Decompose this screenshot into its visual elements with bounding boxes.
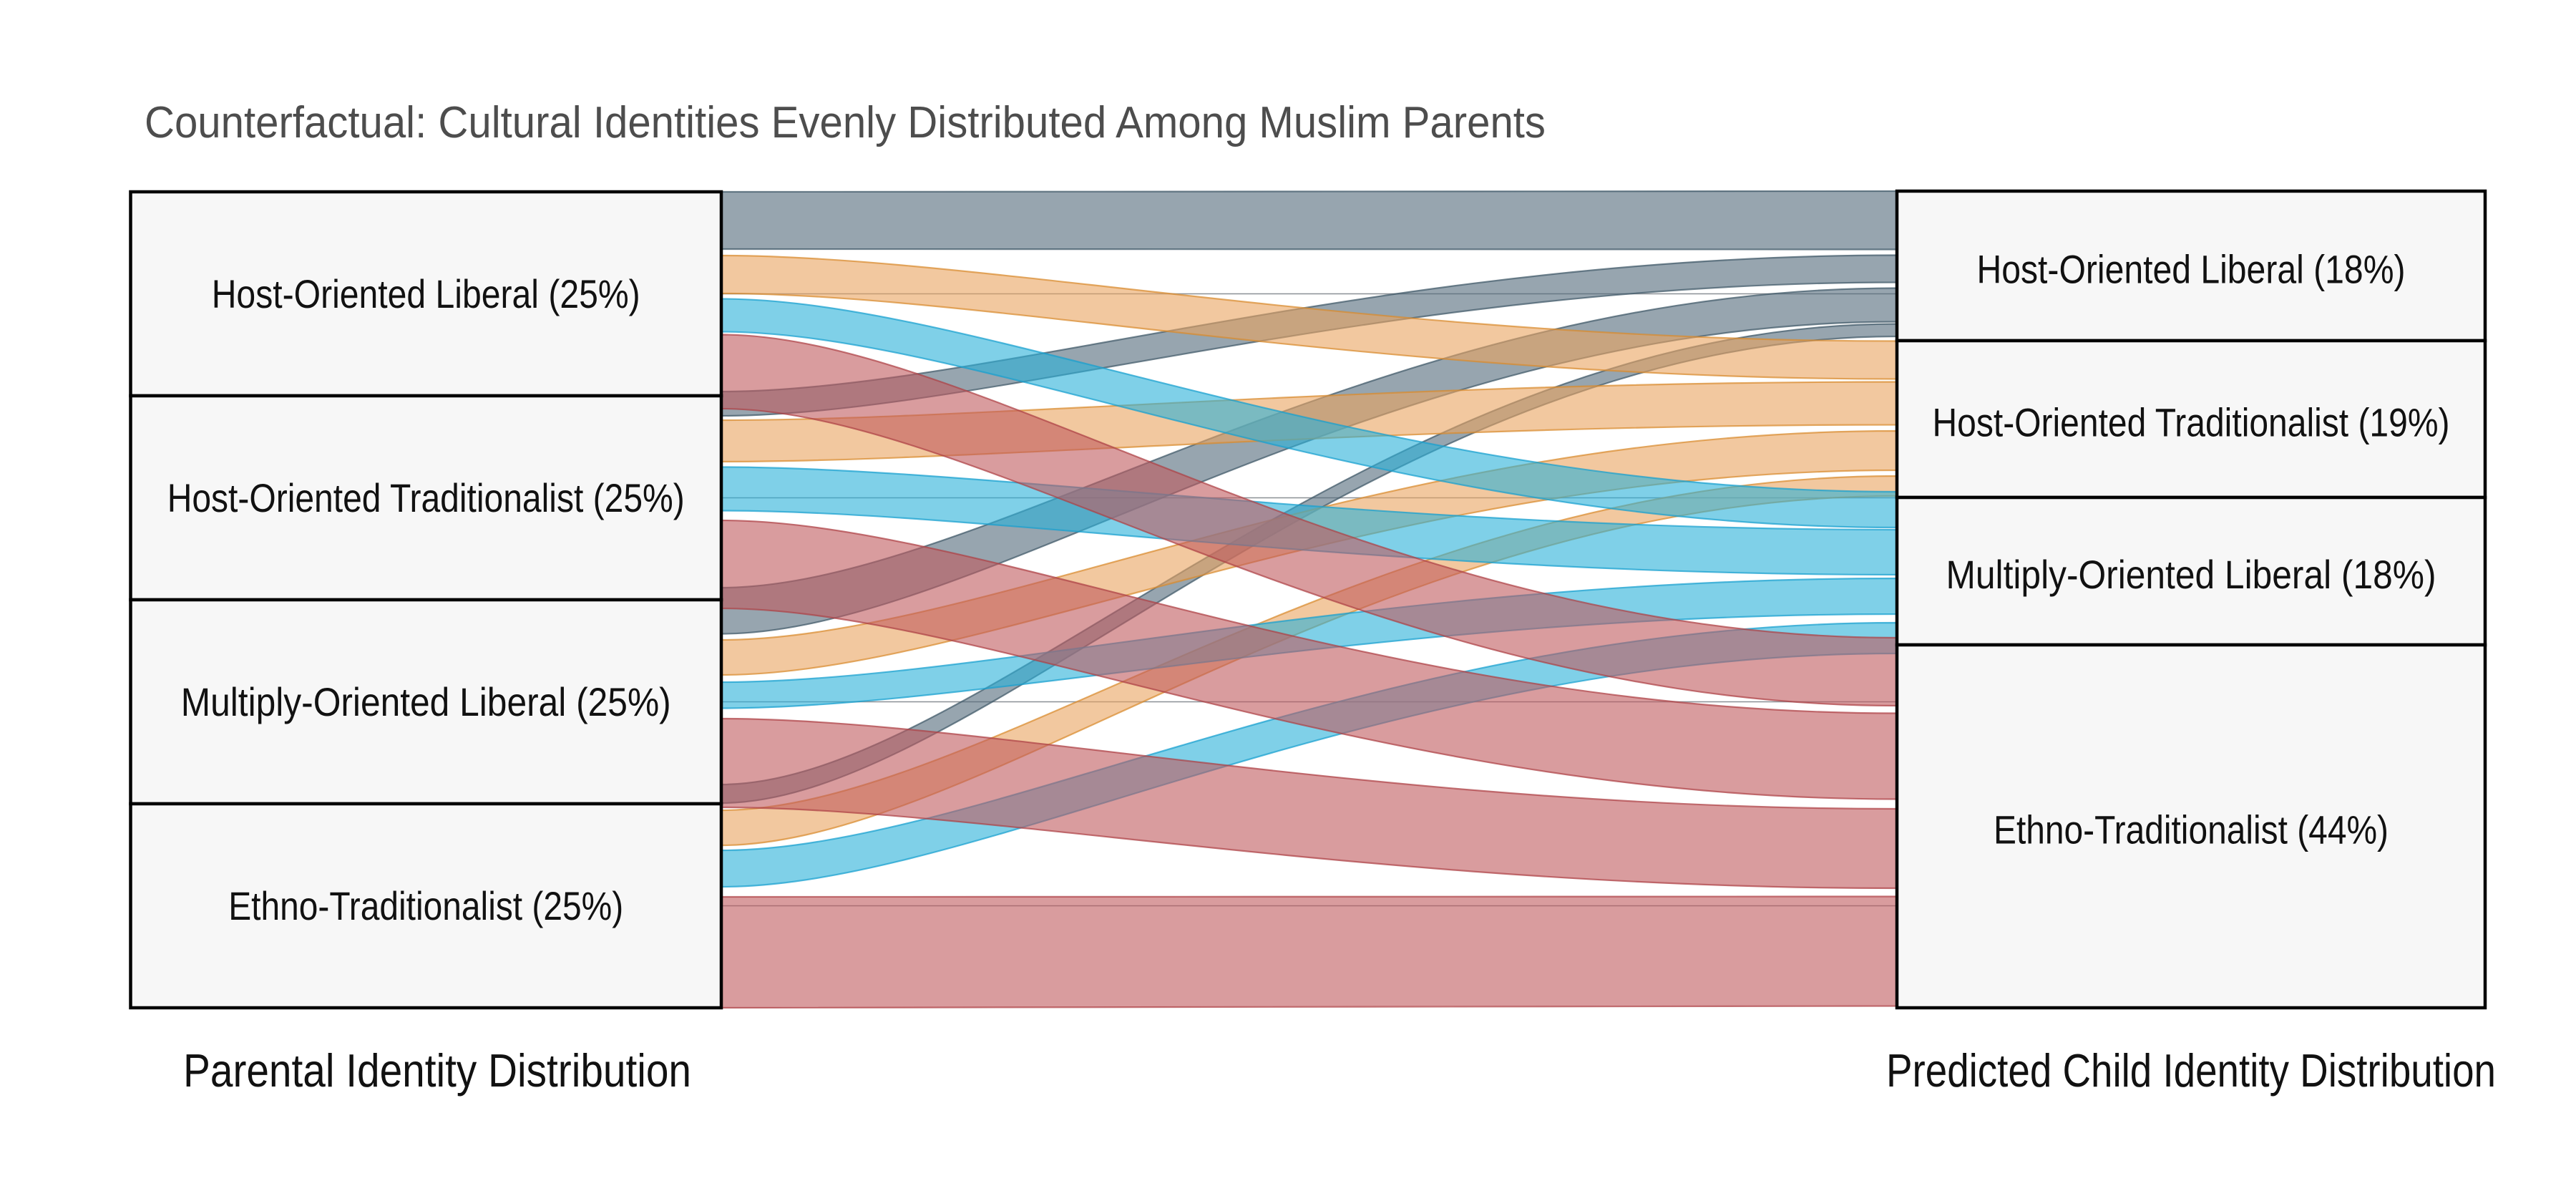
svg-text:Multiply-Oriented Liberal (25%: Multiply-Oriented Liberal (25%) xyxy=(181,679,671,724)
svg-text:Counterfactual: Cultural Ident: Counterfactual: Cultural Identities Even… xyxy=(145,98,1546,147)
svg-text:Host-Oriented Traditionalist (: Host-Oriented Traditionalist (25%) xyxy=(167,475,685,520)
svg-text:Host-Oriented Liberal (25%): Host-Oriented Liberal (25%) xyxy=(212,271,640,316)
svg-text:Predicted Child Identity Distr: Predicted Child Identity Distribution xyxy=(1886,1044,2496,1097)
svg-text:Ethno-Traditionalist (25%): Ethno-Traditionalist (25%) xyxy=(228,883,623,928)
svg-text:Parental Identity Distribution: Parental Identity Distribution xyxy=(183,1044,691,1097)
svg-text:Host-Oriented Traditionalist (: Host-Oriented Traditionalist (19%) xyxy=(1933,400,2450,445)
svg-text:Ethno-Traditionalist (44%): Ethno-Traditionalist (44%) xyxy=(1994,807,2389,852)
svg-text:Host-Oriented Liberal (18%): Host-Oriented Liberal (18%) xyxy=(1977,247,2406,292)
svg-text:Multiply-Oriented Liberal (18%: Multiply-Oriented Liberal (18%) xyxy=(1946,552,2436,597)
